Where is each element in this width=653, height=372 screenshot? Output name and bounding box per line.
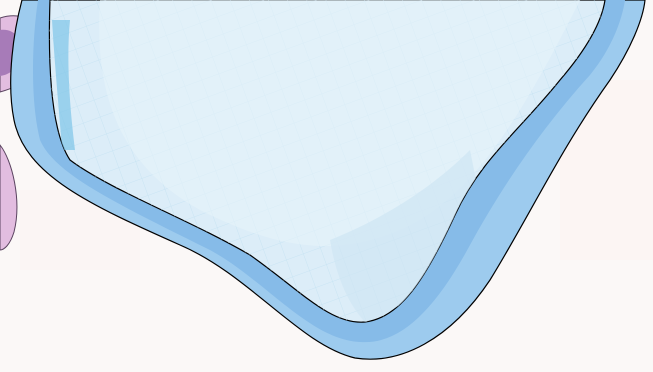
pink-lobe [0,144,18,251]
surface-edge-shade [52,20,75,150]
surface-shadow [330,150,480,322]
